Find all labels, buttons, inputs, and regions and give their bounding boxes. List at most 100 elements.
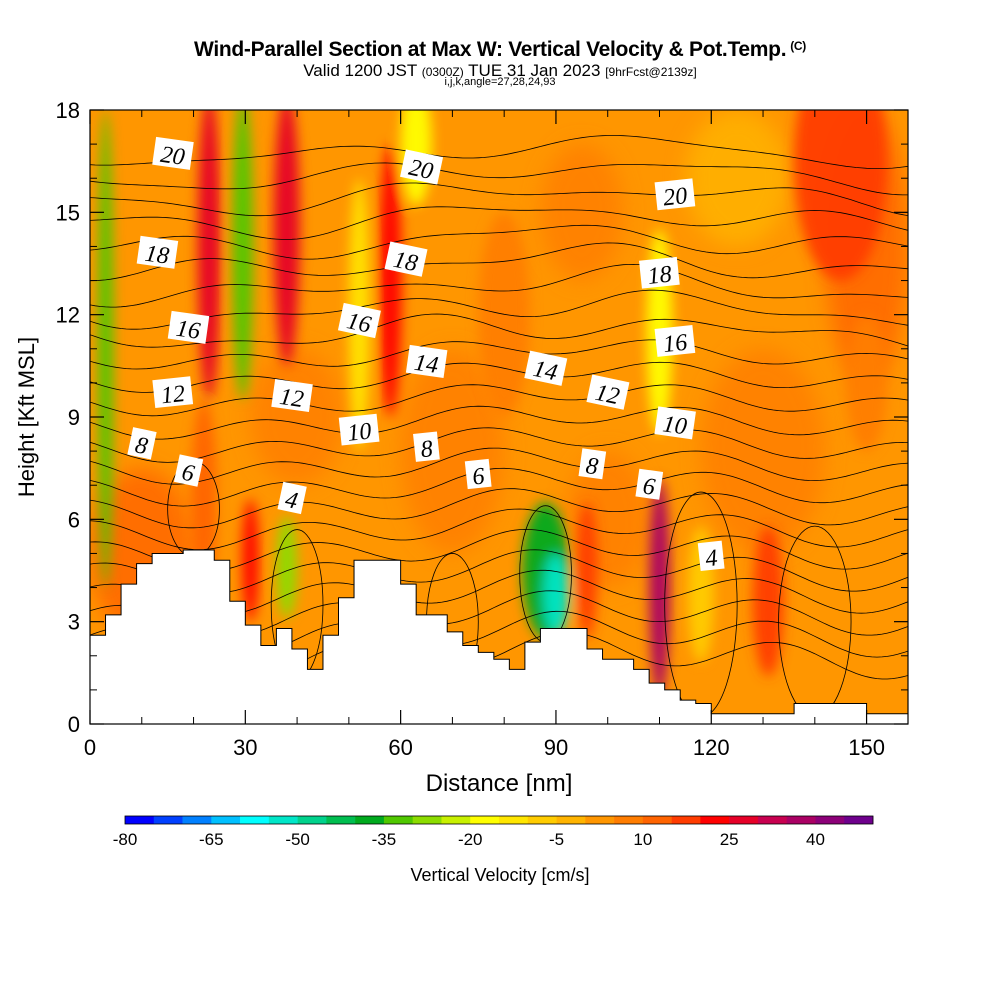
theta-contour: [90, 263, 908, 308]
contour-label-text: 16: [344, 308, 373, 338]
contour-label-text: 8: [584, 453, 600, 480]
contour-label: 20: [400, 149, 444, 185]
colorbar-tick-label: -35: [372, 830, 397, 849]
contour-label-box: [167, 310, 210, 344]
contour-label-box: [524, 350, 568, 386]
theta-contour: [90, 289, 908, 330]
contour-label-box: [405, 344, 448, 378]
contour-label-text: 10: [661, 411, 688, 440]
contour-label-box: [400, 149, 444, 185]
terrain: [89, 549, 909, 725]
theta-contour: [90, 242, 908, 282]
colorbar-swatch: [268, 816, 298, 824]
colorbar-swatch: [470, 816, 500, 824]
contour-label-box: [578, 448, 607, 480]
contour-label-box: [271, 379, 313, 413]
contour-labels: 20 20 20 18 18 18 16 16 16 14 14 12 12 12 10 10 8 8 8 6 6 6 4 4: [127, 136, 725, 572]
contour-label: 4: [277, 481, 307, 515]
colorbar-swatch: [240, 816, 270, 824]
x-tick-label: 60: [388, 735, 412, 760]
contour-label-text: 20: [406, 155, 435, 185]
theta-contour: [90, 488, 908, 529]
contour-label-box: [173, 454, 204, 487]
velocity-cell: [576, 502, 598, 639]
colorbar-swatch: [815, 816, 845, 824]
contour-label-text: 16: [174, 316, 201, 345]
colorbar-swatch: [182, 816, 212, 824]
theta-contour: [90, 384, 908, 417]
contour-label: 8: [578, 448, 607, 480]
contour-label-text: 8: [419, 436, 434, 463]
colorbar-swatch: [441, 816, 471, 824]
contour-label-text: 8: [133, 432, 150, 460]
theta-contour: [90, 405, 908, 440]
colorbar-swatch: [297, 816, 327, 824]
field-patch: [540, 144, 624, 281]
theta-contour: [90, 508, 908, 551]
contour-label: 12: [586, 374, 630, 410]
velocity-cell: [273, 110, 300, 366]
x-tick-label: 30: [233, 735, 257, 760]
contour-label-text: 12: [593, 380, 622, 410]
colorbar-swatch: [412, 816, 442, 824]
contour-label-box: [127, 427, 157, 460]
x-tick-label: 120: [693, 735, 730, 760]
contour-label: 18: [384, 241, 428, 277]
contour-label-text: 14: [531, 356, 560, 386]
colorbar-swatch: [527, 816, 557, 824]
colorbar-label: Vertical Velocity [cm/s]: [410, 865, 589, 885]
theta-contour: [90, 447, 908, 485]
y-tick-label: 12: [56, 303, 80, 328]
colorbar-swatch: [585, 816, 615, 824]
contour-label: 14: [524, 350, 568, 386]
colorbar-swatch: [729, 816, 759, 824]
contour-label-text: 4: [283, 487, 300, 515]
velocity-cell: [400, 110, 432, 206]
colorbar-swatch: [700, 816, 730, 824]
colorbar-swatch: [383, 816, 413, 824]
contour-label: 20: [152, 136, 194, 171]
velocity-cell: [197, 110, 221, 400]
pot-temp-contours: [90, 135, 908, 718]
y-tick-label: 6: [68, 507, 80, 532]
theta-contour: [90, 182, 908, 217]
contour-label: 8: [413, 431, 440, 463]
colorbar-swatch: [786, 816, 816, 824]
contour-label: 20: [654, 178, 696, 211]
contour-label-text: 16: [662, 330, 689, 358]
chart-title-mark: (C): [790, 39, 806, 53]
contour-label-box: [338, 413, 380, 446]
colorbar-swatch: [125, 816, 155, 824]
colorbar-swatch: [326, 816, 356, 824]
y-tick-label: 15: [56, 200, 80, 225]
colorbar-swatch: [355, 816, 385, 824]
contour-label: 6: [635, 468, 664, 501]
contour-label-box: [639, 256, 680, 289]
colorbar-swatch: [614, 816, 644, 824]
field-patch: [250, 348, 344, 486]
y-tick-label: 9: [68, 405, 80, 430]
field-patch: [400, 348, 505, 554]
contour-label-box: [586, 374, 630, 410]
y-axis-label: Height [Kft MSL]: [14, 337, 39, 497]
contour-label-box: [152, 136, 194, 170]
theta-contour: [90, 206, 908, 240]
theta-contour: [90, 361, 908, 393]
contour-label: 18: [639, 256, 680, 290]
y-tick-label: 18: [56, 98, 80, 123]
velocity-cell: [276, 515, 298, 619]
colorbar-tick-label: 25: [720, 830, 739, 849]
x-tick-label: 150: [848, 735, 885, 760]
x-tick-label: 0: [84, 735, 96, 760]
chart-subtitle: Valid 1200 JST (0300Z) TUE 31 Jan 2023 […: [303, 61, 697, 80]
colorbar-tick-label: -65: [199, 830, 224, 849]
contour-label-text: 12: [160, 381, 187, 409]
colorbar-swatch: [757, 816, 787, 824]
contour-label-text: 20: [662, 183, 689, 211]
contour-label-text: 18: [646, 262, 673, 290]
colorbar-tick-label: -5: [549, 830, 564, 849]
x-tick-label: 90: [544, 735, 568, 760]
contour-label: 12: [152, 376, 194, 409]
velocity-cell: [97, 110, 114, 588]
